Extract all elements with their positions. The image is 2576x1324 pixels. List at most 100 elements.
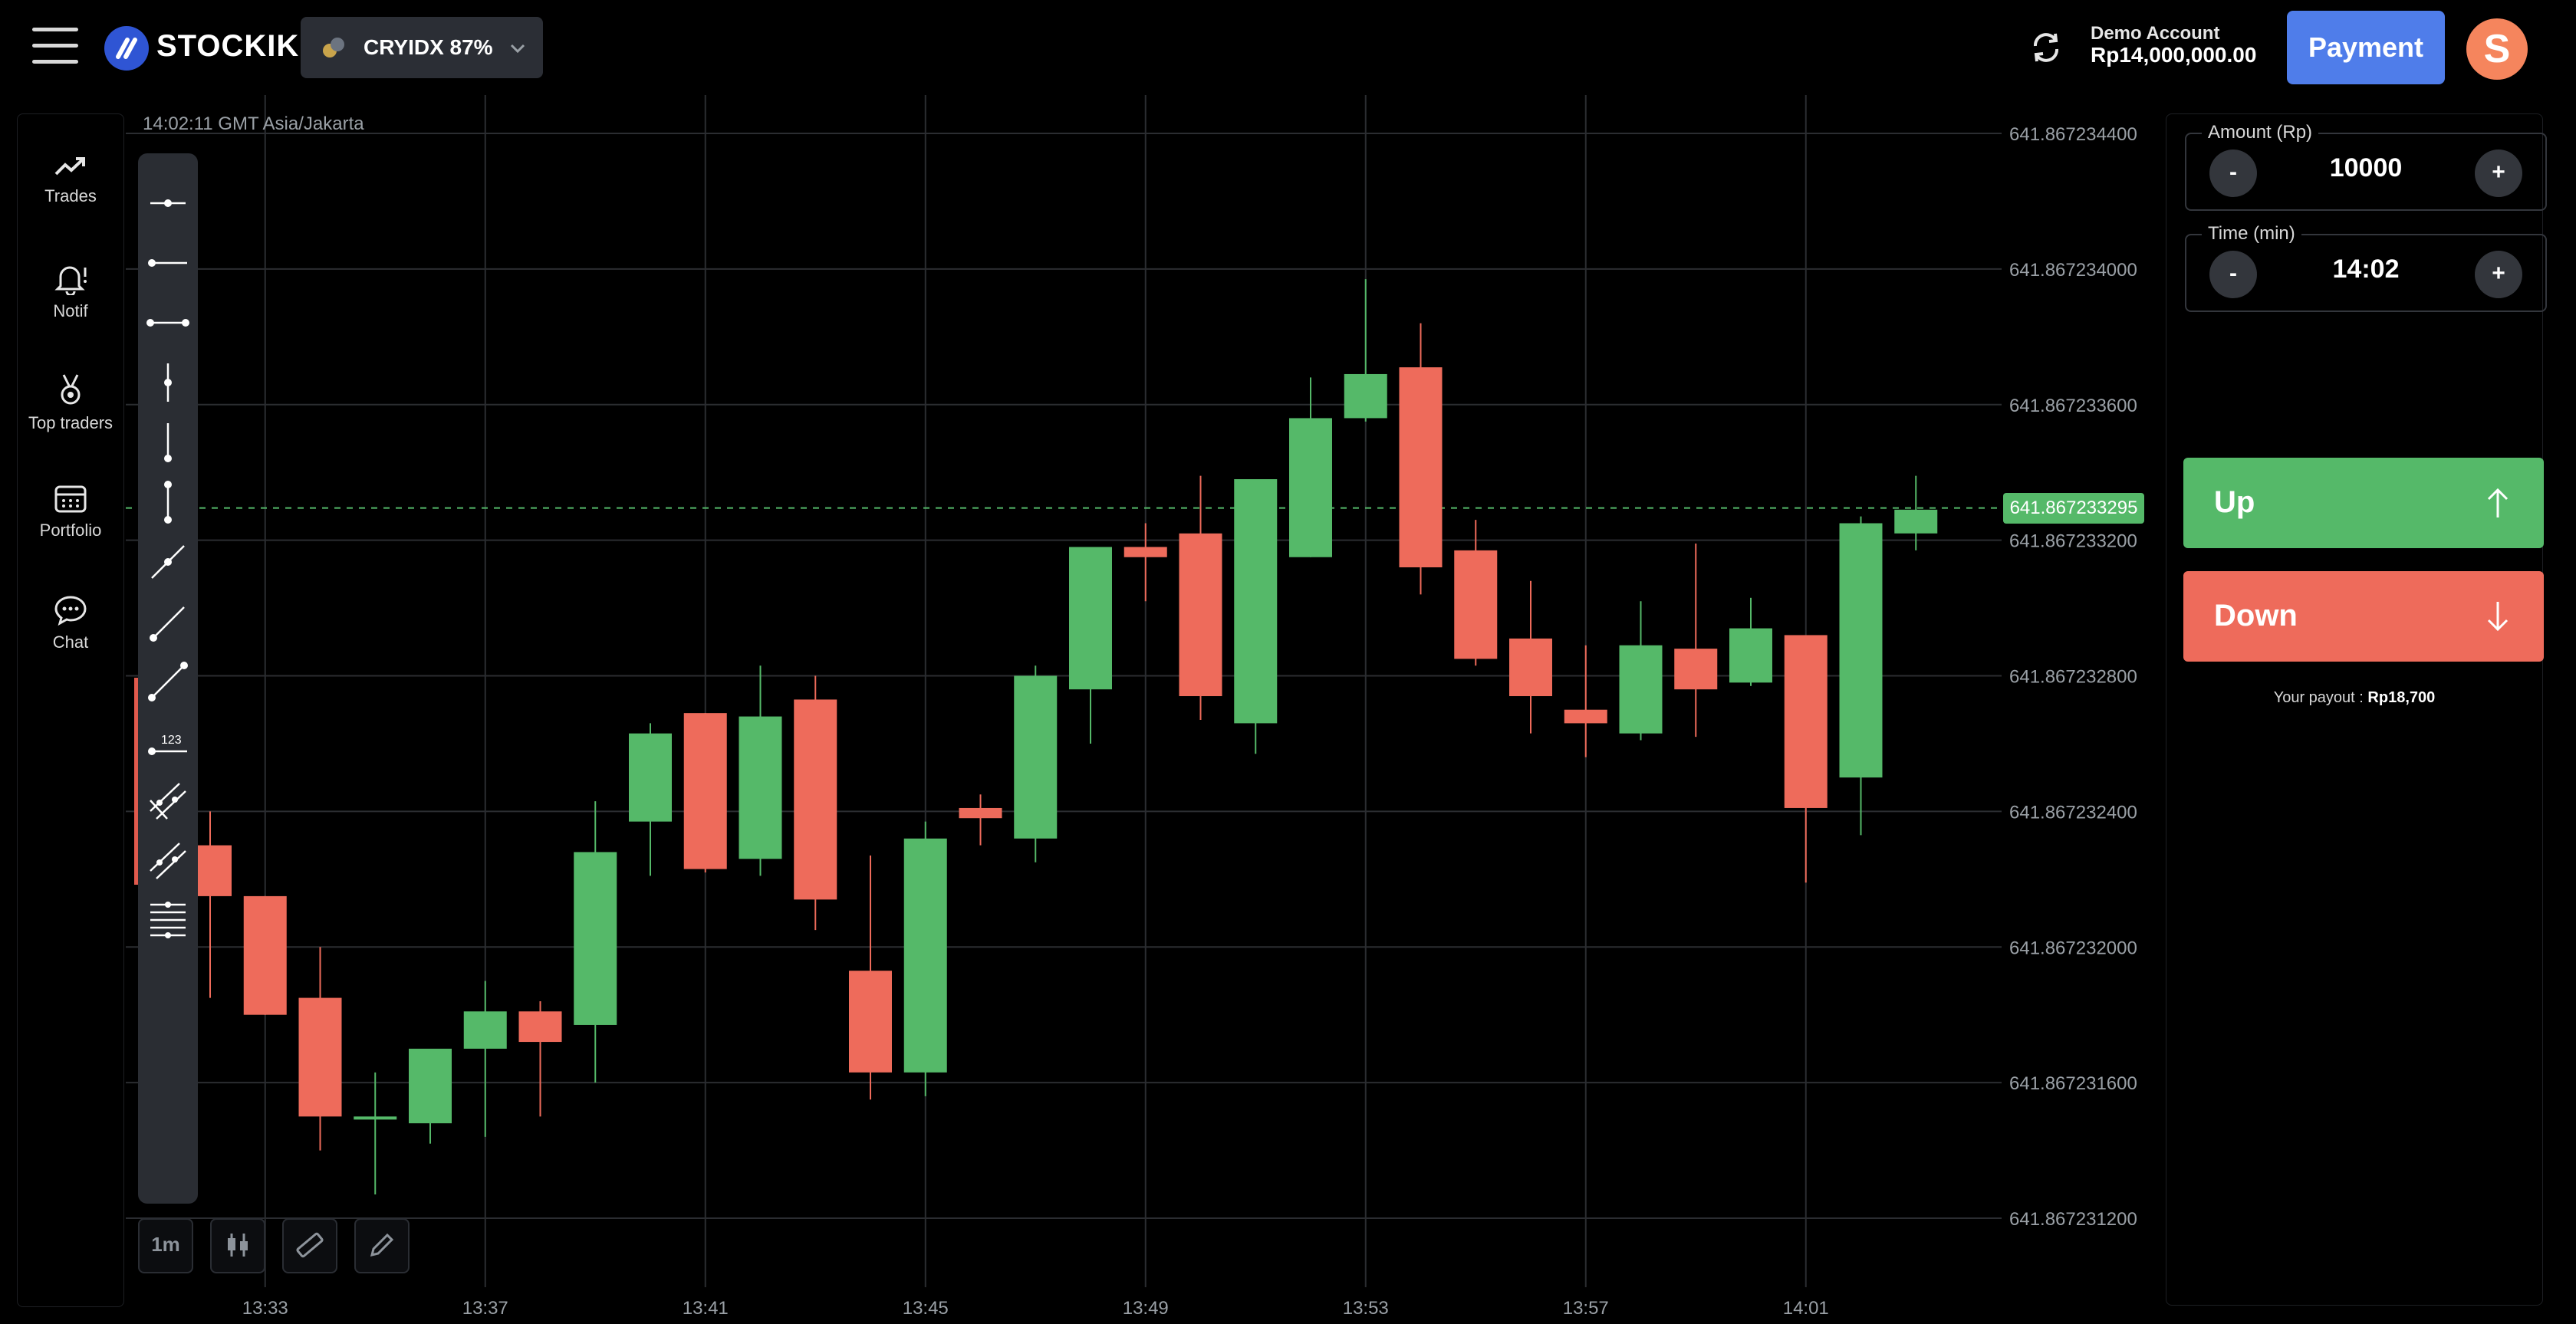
x-tick-label: 13:49: [1123, 1298, 1169, 1319]
price-marker: [134, 678, 138, 885]
arrow-down-icon: [2487, 602, 2509, 632]
chat-bubble-icon: [54, 596, 87, 626]
candle: [1784, 635, 1828, 883]
candle-body: [739, 716, 782, 859]
candle: [1399, 323, 1443, 595]
up-button[interactable]: Up: [2183, 458, 2544, 548]
account-type[interactable]: Demo Account: [2091, 23, 2220, 44]
account-balance: Rp14,000,000.00: [2091, 43, 2257, 67]
time-input[interactable]: [2263, 254, 2469, 285]
candle-body: [849, 971, 892, 1073]
top-bar: STOCKIK CRYIDX 87% Demo Account Rp14,000…: [0, 0, 2576, 95]
candle: [1619, 601, 1663, 741]
candle: [298, 947, 342, 1151]
fibonacci-tool-icon[interactable]: [144, 897, 192, 945]
channel-tool-icon[interactable]: [144, 837, 192, 885]
payout-label: Your payout :: [2273, 689, 2364, 706]
time-decrease-button[interactable]: -: [2209, 251, 2257, 298]
pencil-icon[interactable]: [354, 1218, 410, 1273]
candle: [354, 1072, 397, 1195]
trend-line-tool-icon[interactable]: [144, 538, 192, 586]
y-tick-label: 641.867232400: [2009, 802, 2137, 823]
ray-line-tool-icon[interactable]: [144, 598, 192, 646]
parallel-channel-tool-icon[interactable]: [144, 777, 192, 825]
coin-icon: [323, 38, 344, 57]
vertical-ray-tool-icon[interactable]: [144, 419, 192, 466]
sidebar-item-label: Portfolio: [39, 521, 102, 540]
candle-body: [794, 699, 837, 900]
x-tick-label: 13:53: [1343, 1298, 1389, 1319]
asset-selector[interactable]: CRYIDX 87%: [301, 17, 543, 78]
candle-body: [1069, 547, 1112, 690]
payment-button[interactable]: Payment: [2287, 11, 2445, 84]
amount-decrease-button[interactable]: -: [2209, 149, 2257, 197]
current-price-tag: 641.867233295: [2003, 492, 2144, 524]
candle: [683, 713, 727, 872]
segment-line-tool-icon[interactable]: [144, 658, 192, 705]
candle-body: [1344, 373, 1387, 419]
candle-body: [1729, 628, 1772, 683]
horizontal-ray-tool-icon[interactable]: [144, 179, 192, 227]
candle-body: [1509, 638, 1552, 697]
candle-body: [463, 1011, 507, 1049]
sidebar-item-label: Top traders: [28, 413, 114, 432]
candle-body: [1454, 550, 1498, 659]
candle: [463, 981, 507, 1137]
vertical-line-tool-icon[interactable]: [144, 359, 192, 406]
price-label-tool-icon[interactable]: 123: [144, 718, 192, 765]
candle-body: [1619, 645, 1663, 734]
candle-body: [1894, 509, 1938, 534]
candle: [1839, 516, 1883, 836]
sidebar-item-trades[interactable]: Trades: [18, 153, 123, 206]
menu-icon[interactable]: [32, 28, 78, 64]
timeframe-button[interactable]: 1m: [138, 1218, 193, 1273]
candle: [959, 794, 1002, 846]
y-tick-label: 641.867233200: [2009, 531, 2137, 552]
sidebar-item-label: Chat: [52, 632, 89, 652]
price-chart[interactable]: 641.867234400 641.867234000 641.867233600 6…: [0, 95, 2147, 1324]
sidebar-item-notif[interactable]: Notif: [18, 263, 123, 321]
candle: [518, 1001, 562, 1117]
amount-increase-button[interactable]: +: [2475, 149, 2522, 197]
candlestick-type-icon[interactable]: [210, 1218, 265, 1273]
sidebar-item-chat[interactable]: Chat: [18, 594, 123, 652]
y-tick-label: 641.867234000: [2009, 260, 2137, 281]
candle-body: [1179, 533, 1222, 697]
up-label: Up: [2214, 485, 2255, 519]
candlestick-chart[interactable]: 641.867234400 641.867234000 641.867233600 6…: [0, 95, 2147, 1324]
horizontal-segment-tool-icon[interactable]: [144, 299, 192, 347]
candle: [903, 821, 947, 1096]
candle: [1289, 377, 1332, 557]
ruler-icon[interactable]: [282, 1218, 337, 1273]
time-increase-button[interactable]: +: [2475, 251, 2522, 298]
refresh-icon[interactable]: [2025, 26, 2068, 69]
y-tick-label: 641.867231600: [2009, 1073, 2137, 1094]
candle-body: [683, 713, 727, 869]
candle: [1674, 544, 1718, 738]
payout-value: Rp18,700: [2367, 689, 2436, 706]
time-field: Time (min) - +: [2185, 223, 2547, 312]
amount-input[interactable]: [2263, 153, 2469, 184]
candle-body: [298, 997, 342, 1117]
candle: [1894, 475, 1938, 550]
sidebar-item-portfolio[interactable]: Portfolio: [18, 484, 123, 540]
candle-body: [1014, 675, 1058, 839]
candle-body: [243, 895, 287, 1015]
sidebar: Trades Notif Top traders Portfolio C: [17, 113, 124, 1307]
candle-body: [1289, 418, 1332, 557]
horizontal-line-tool-icon[interactable]: [144, 239, 192, 287]
y-tick-label: 641.867231200: [2009, 1209, 2137, 1230]
down-button[interactable]: Down: [2183, 571, 2544, 662]
amount-label: Amount (Rp): [2202, 122, 2319, 143]
candle: [1014, 665, 1058, 862]
x-tick-label: 13:45: [903, 1298, 949, 1319]
sidebar-item-label: Notif: [53, 301, 88, 320]
candle: [849, 855, 892, 1100]
arrow-up-icon: [2487, 488, 2509, 517]
avatar[interactable]: S: [2466, 18, 2528, 80]
candle-body: [1564, 709, 1607, 724]
sidebar-item-top-traders[interactable]: Top traders: [18, 372, 123, 433]
candle: [739, 665, 782, 876]
vertical-segment-tool-icon[interactable]: [144, 478, 192, 526]
candle: [574, 801, 617, 1083]
